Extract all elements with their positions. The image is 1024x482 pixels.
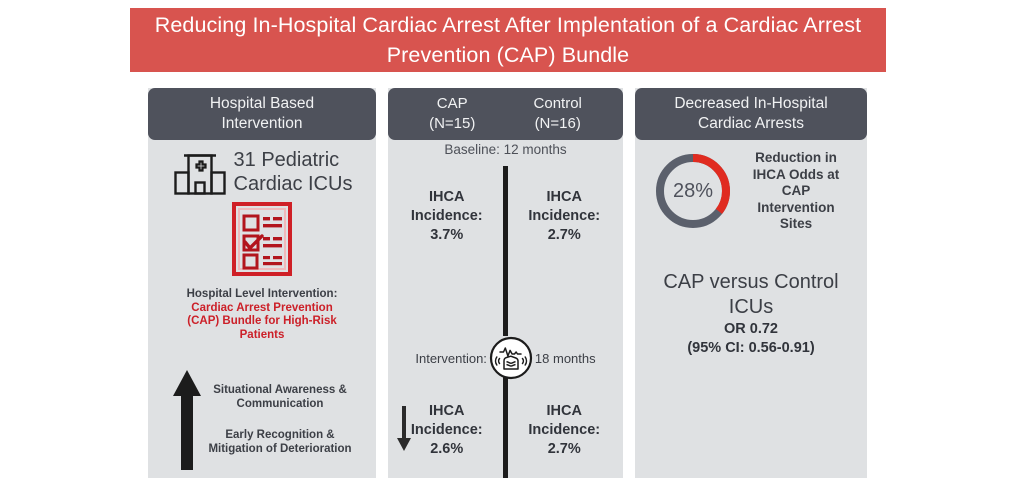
comparison-line-1: CAP versus Control [663,271,839,293]
panel-3-header-line-2: Cardiac Arrests [698,115,804,132]
page-title: Reducing In-Hospital Cardiac Arrest Afte… [154,13,862,67]
post-control-value: 2.7% [547,441,581,457]
site-count-line-1: 31 Pediatric [233,149,340,171]
site-count-label: 31 Pediatric Cardiac ICUs [234,148,353,196]
post-cap-value: 2.6% [430,441,464,457]
comparison-summary: CAP versus Control ICUs OR 0.72 (95% CI:… [635,270,867,358]
panel-2-header-control-line-2: (N=16) [534,115,581,132]
baseline-cap-value: 3.7% [430,227,464,243]
components-block: Situational Awareness & Communication Ea… [148,362,376,472]
component-1-line-2: Communication [236,397,324,410]
panel-2-header: CAP (N=15) Control (N=16) [388,88,623,140]
post-cap-incidence: IHCA Incidence: 2.6% [388,402,506,459]
panel-hospital-based-intervention: Hospital Based Intervention [148,88,376,478]
hospital-count-row: 31 Pediatric Cardiac ICUs [148,148,376,196]
donut-svg [656,154,730,229]
panel-1-header: Hospital Based Intervention [148,88,376,140]
timeline-divider-top [503,166,508,336]
down-arrow-icon [397,406,411,451]
component-1-line-1: Situational Awareness & [213,384,347,396]
panel-2-header-cap-line-1: CAP [436,95,468,112]
panel-2-header-cap: CAP (N=15) [429,94,475,134]
donut-percent-label: 28% [672,179,714,202]
donut-caption-line-5: Sites [779,216,813,231]
intervention-red-line-3: Patients [239,328,285,341]
donut-caption-line-3: CAP [781,183,811,198]
baseline-incidence-row: IHCA Incidence: 3.7% IHCA Incidence: 2.7… [388,188,623,245]
intervention-red-line-2: (CAP) Bundle for High-Risk [187,315,337,327]
baseline-control-line-1: IHCA [546,189,582,205]
panel-decreased-arrests: Decreased In-Hospital Cardiac Arrests 28… [635,88,867,478]
baseline-control-line-2: Incidence: [528,208,601,224]
baseline-control-incidence: IHCA Incidence: 2.7% [506,188,624,245]
donut-caption-line-4: Intervention [757,199,835,215]
baseline-control-value: 2.7% [547,227,581,243]
post-cap-line-2: Incidence: [410,422,483,438]
panel-1-header-label: Hospital Based Intervention [210,94,314,134]
intervention-marker-row: Intervention: [388,336,623,380]
donut-caption-line-1: Reduction in [755,150,837,165]
components-spacer [208,411,351,429]
post-control-line-2: Incidence: [528,422,601,438]
donut-row: 28% Reduction in IHCA Odds at CAP Interv… [635,150,867,233]
confidence-interval: (95% CI: 0.56-0.91) [687,340,815,356]
baseline-cap-line-1: IHCA [429,189,465,205]
panel-2-header-control: Control (N=16) [534,94,582,134]
checklist-wrapper [148,202,376,276]
reduction-donut-chart: 28% [652,150,734,232]
post-control-incidence: IHCA Incidence: 2.7% [506,402,624,459]
checklist-icon [232,202,292,276]
baseline-cap-incidence: IHCA Incidence: 3.7% [388,188,506,245]
hospital-level-intervention-block: Hospital Level Intervention: Cardiac Arr… [148,288,376,342]
up-arrow-icon [173,370,202,470]
intervention-label-right: 18 months [534,350,596,366]
panel-2-body: Baseline: 12 months IHCA Incidence: 3.7%… [388,140,623,478]
baseline-period-label: Baseline: 12 months [444,142,567,157]
component-2-line-1: Early Recognition & [225,429,335,441]
post-incidence-row: IHCA Incidence: 2.6% IHCA Incidence: 2.7… [388,402,623,459]
handshake-icon [489,336,533,380]
donut-caption: Reduction in IHCA Odds at CAP Interventi… [742,150,850,233]
timeline-divider-bottom [503,368,508,478]
hospital-icon [173,154,226,195]
intervention-heading: Hospital Level Intervention: [186,288,338,300]
panel-1-header-line-1: Hospital Based [209,95,315,112]
title-banner: Reducing In-Hospital Cardiac Arrest Afte… [130,8,886,72]
donut-value-arc [656,154,730,229]
components-text: Situational Awareness & Communication Ea… [208,362,351,456]
panel-cap-vs-control: CAP (N=15) Control (N=16) Baseline: 12 m… [388,88,623,478]
panel-3-body: 28% Reduction in IHCA Odds at CAP Interv… [635,140,867,478]
panel-3-header: Decreased In-Hospital Cardiac Arrests [635,88,867,140]
comparison-line-2: ICUs [728,296,774,318]
panel-3-header-line-1: Decreased In-Hospital [674,95,828,112]
intervention-red-line-1: Cardiac Arrest Prevention [191,301,333,314]
post-cap-line-1: IHCA [429,403,465,419]
panel-1-body: 31 Pediatric Cardiac ICUs [148,140,376,478]
component-2-line-2: Mitigation of Deterioration [208,442,352,455]
odds-ratio: OR 0.72 [724,321,778,337]
intervention-label-left: Intervention: [415,350,487,366]
panel-3-header-label: Decreased In-Hospital Cardiac Arrests [674,94,827,134]
donut-caption-line-2: IHCA Odds at [752,166,840,182]
site-count-line-2: Cardiac ICUs [233,173,353,195]
panel-2-header-control-line-1: Control [533,95,582,112]
post-control-line-1: IHCA [546,403,582,419]
panel-1-header-line-2: Intervention [221,115,303,132]
baseline-cap-line-2: Incidence: [410,208,483,224]
panel-2-header-cap-line-2: (N=15) [429,115,476,132]
